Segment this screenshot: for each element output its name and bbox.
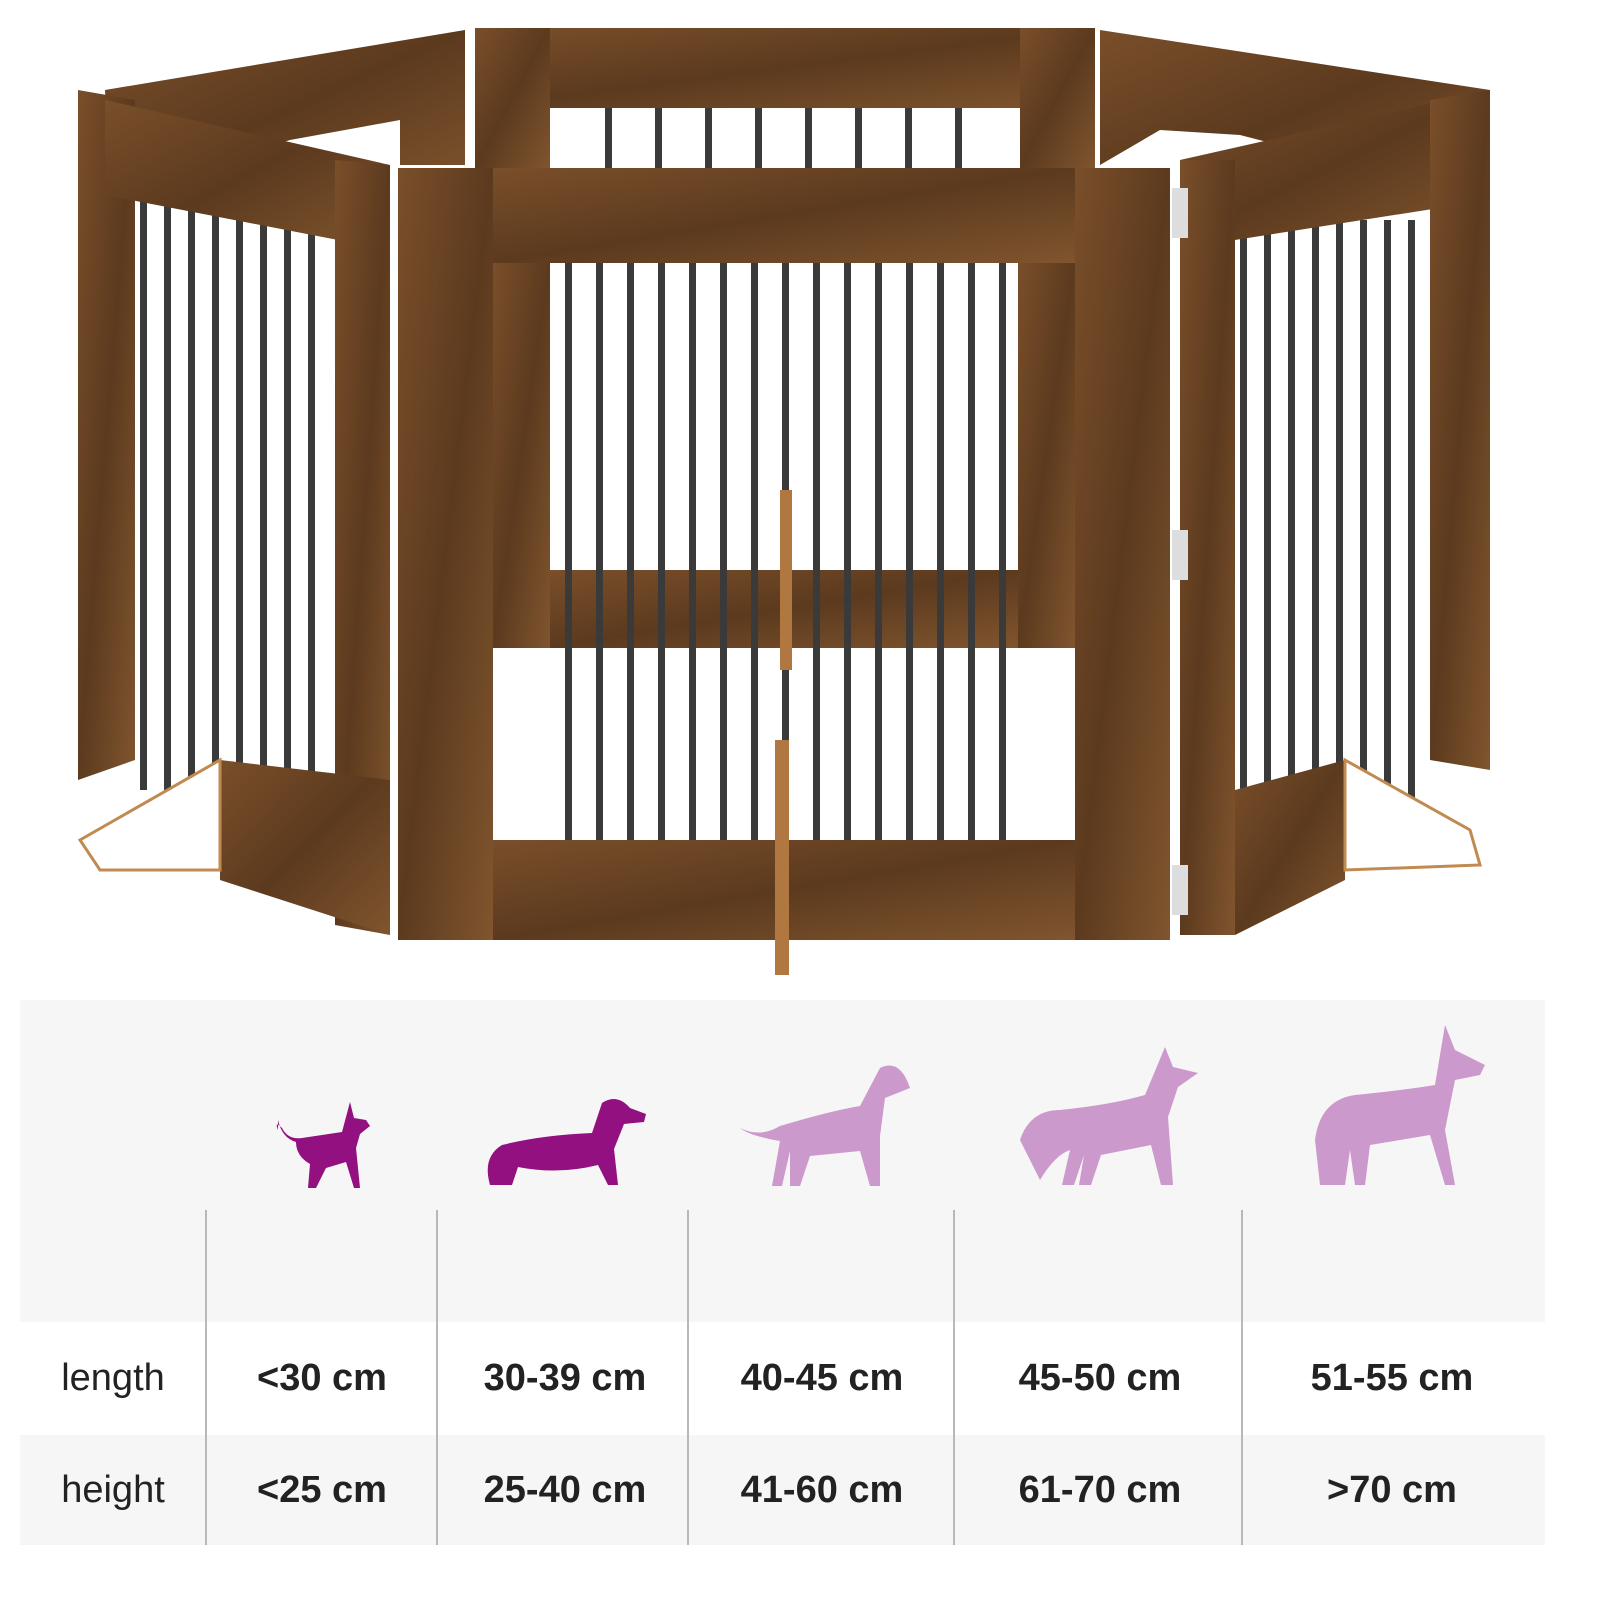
- fence-bar: [1264, 220, 1271, 800]
- height-cell: 61-70 cm: [1018, 1469, 1182, 1511]
- fence-bar: [905, 105, 912, 170]
- height-cell: 25-40 cm: [483, 1469, 647, 1511]
- dachshund-icon: [487, 1099, 646, 1185]
- length-cell: <30 cm: [257, 1357, 387, 1399]
- row-label-height: height: [61, 1469, 165, 1511]
- fence-bar: [1360, 220, 1367, 800]
- length-cell: 40-45 cm: [740, 1357, 904, 1399]
- fence-bar: [751, 263, 758, 840]
- fence-bar: [1408, 220, 1415, 800]
- fence-bar: [937, 263, 944, 840]
- shepherd-icon: [1020, 1047, 1198, 1185]
- fence-bar: [188, 200, 195, 790]
- height-cell: >70 cm: [1327, 1469, 1457, 1511]
- fence-bar: [236, 200, 243, 790]
- column-divider: [1241, 1210, 1243, 1545]
- fence-bar: [164, 200, 171, 790]
- fence-bar: [1288, 220, 1295, 800]
- column-divider: [953, 1210, 955, 1545]
- fence-bar: [705, 105, 712, 170]
- fence-bar: [658, 263, 665, 840]
- dog-fence-image: [77, 28, 1490, 975]
- row-label-length: length: [61, 1357, 165, 1399]
- fence-bar: [999, 263, 1006, 840]
- column-divider: [687, 1210, 689, 1545]
- fence-bar: [875, 263, 882, 840]
- bull-terrier-icon: [740, 1065, 910, 1186]
- fence-bar: [968, 263, 975, 840]
- great-dane-icon: [1315, 1025, 1485, 1185]
- fence-bar: [212, 200, 219, 790]
- fence-bar: [855, 105, 862, 170]
- column-divider: [205, 1210, 207, 1545]
- fence-bar: [955, 105, 962, 170]
- fence-bar: [605, 105, 612, 170]
- fence-bar: [755, 105, 762, 170]
- chihuahua-icon: [276, 1102, 370, 1188]
- fence-bar: [1240, 220, 1247, 800]
- fence-bar: [140, 200, 147, 790]
- fence-bar: [308, 200, 315, 790]
- fence-bar: [1312, 220, 1319, 800]
- fence-bar: [689, 263, 696, 840]
- fence-bar: [1336, 220, 1343, 800]
- length-cell: 30-39 cm: [483, 1357, 647, 1399]
- fence-bar: [805, 105, 812, 170]
- height-cell: 41-60 cm: [740, 1469, 904, 1511]
- fence-bar: [655, 105, 662, 170]
- fence-bar: [260, 200, 267, 790]
- length-cell: 51-55 cm: [1310, 1357, 1474, 1399]
- fence-bar: [813, 263, 820, 840]
- column-divider: [436, 1210, 438, 1545]
- height-cell: <25 cm: [257, 1469, 387, 1511]
- fence-bar: [1384, 220, 1391, 800]
- fence-bar: [844, 263, 851, 840]
- fence-bar: [627, 263, 634, 840]
- fence-bar: [906, 263, 913, 840]
- fence-bar: [596, 263, 603, 840]
- fence-bar: [720, 263, 727, 840]
- fence-bar: [565, 263, 572, 840]
- length-cell: 45-50 cm: [1018, 1357, 1182, 1399]
- dog-size-table: length height <30 cm 30-39 cm 40-45 cm 4…: [20, 1000, 1545, 1545]
- length-row-bg: [20, 1322, 1545, 1435]
- fence-bar: [284, 200, 291, 790]
